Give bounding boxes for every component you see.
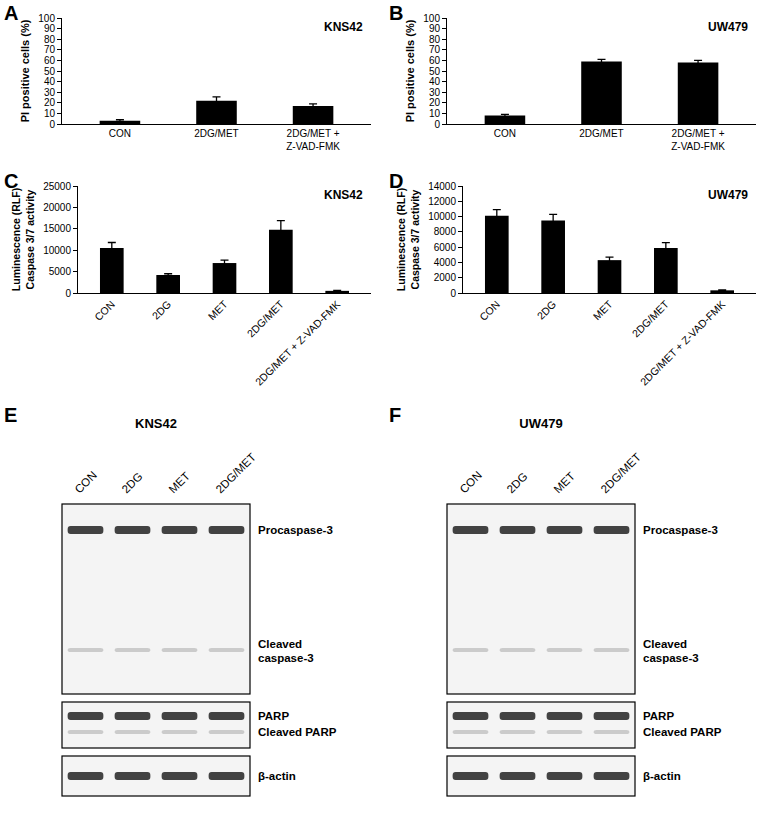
svg-text:100: 100 bbox=[38, 13, 55, 24]
svg-text:Procaspase-3: Procaspase-3 bbox=[643, 524, 718, 536]
svg-text:30: 30 bbox=[44, 87, 56, 98]
svg-text:Luminescence (RLF)Caspase 3/7: Luminescence (RLF)Caspase 3/7 activity bbox=[395, 188, 421, 291]
svg-text:0: 0 bbox=[434, 119, 440, 130]
html-text:A: A bbox=[4, 2, 19, 24]
svg-text:90: 90 bbox=[44, 23, 56, 34]
svg-text:β-actin: β-actin bbox=[643, 770, 681, 782]
svg-text:10000: 10000 bbox=[428, 211, 456, 222]
svg-text:4000: 4000 bbox=[434, 257, 457, 268]
svg-text:PARP: PARP bbox=[643, 710, 674, 722]
svg-text:KNS42: KNS42 bbox=[324, 188, 363, 202]
svg-text:CON: CON bbox=[109, 128, 131, 139]
svg-text:2DG: 2DG bbox=[504, 470, 529, 495]
svg-text:MET: MET bbox=[205, 298, 230, 323]
svg-text:0: 0 bbox=[49, 119, 55, 130]
svg-text:PARP: PARP bbox=[258, 710, 289, 722]
html-text:B: B bbox=[389, 2, 404, 24]
svg-text:CON: CON bbox=[457, 469, 484, 496]
svg-text:2DG/MET +Z-VAD-FMK: 2DG/MET +Z-VAD-FMK bbox=[286, 128, 340, 152]
svg-text:30: 30 bbox=[429, 87, 441, 98]
svg-text:CON: CON bbox=[494, 128, 516, 139]
svg-text:2DG/MET: 2DG/MET bbox=[598, 451, 643, 496]
svg-text:2DG: 2DG bbox=[119, 470, 144, 495]
svg-text:2DG/MET: 2DG/MET bbox=[579, 128, 623, 139]
svg-text:50: 50 bbox=[44, 66, 56, 77]
svg-text:2DG/MET +Z-VAD-FMK: 2DG/MET +Z-VAD-FMK bbox=[671, 128, 725, 152]
svg-text:14000: 14000 bbox=[428, 181, 456, 192]
svg-text:2DG/MET: 2DG/MET bbox=[244, 298, 286, 340]
svg-text:80: 80 bbox=[429, 34, 441, 45]
svg-text:10000: 10000 bbox=[43, 245, 71, 256]
svg-text:90: 90 bbox=[429, 23, 441, 34]
svg-text:50: 50 bbox=[429, 66, 441, 77]
svg-text:CON: CON bbox=[92, 298, 117, 323]
svg-text:MET: MET bbox=[166, 470, 192, 496]
svg-text:70: 70 bbox=[429, 44, 441, 55]
svg-text:10: 10 bbox=[44, 108, 56, 119]
svg-text:25000: 25000 bbox=[43, 181, 71, 192]
svg-text:60: 60 bbox=[429, 55, 441, 66]
svg-text:15000: 15000 bbox=[43, 223, 71, 234]
svg-text:40: 40 bbox=[429, 76, 441, 87]
svg-text:KNS42: KNS42 bbox=[324, 20, 363, 34]
svg-text:2DG: 2DG bbox=[535, 298, 559, 322]
svg-text:Procaspase-3: Procaspase-3 bbox=[258, 524, 333, 536]
svg-text:0: 0 bbox=[65, 288, 71, 299]
svg-text:2DG: 2DG bbox=[150, 298, 174, 322]
html-text:D: D bbox=[389, 170, 404, 192]
svg-text:CON: CON bbox=[477, 298, 502, 323]
html-text:E: E bbox=[4, 404, 18, 426]
svg-text:2DG/MET: 2DG/MET bbox=[213, 451, 258, 496]
svg-text:6000: 6000 bbox=[434, 242, 457, 253]
svg-text:40: 40 bbox=[44, 76, 56, 87]
svg-text:0: 0 bbox=[450, 288, 456, 299]
svg-text:60: 60 bbox=[44, 55, 56, 66]
svg-text:CON: CON bbox=[72, 469, 99, 496]
svg-text:UW479: UW479 bbox=[708, 20, 748, 34]
svg-text:PI positive cells (%): PI positive cells (%) bbox=[19, 19, 31, 122]
svg-text:12000: 12000 bbox=[428, 196, 456, 207]
svg-text:Cleaved PARP: Cleaved PARP bbox=[258, 726, 337, 738]
svg-text:20: 20 bbox=[44, 97, 56, 108]
svg-text:Luminescence (RLF)Caspase 3/7: Luminescence (RLF)Caspase 3/7 activity bbox=[10, 188, 36, 291]
svg-text:8000: 8000 bbox=[434, 226, 457, 237]
svg-text:80: 80 bbox=[44, 34, 56, 45]
svg-text:UW479: UW479 bbox=[519, 416, 562, 431]
svg-text:Cleavedcaspase-3: Cleavedcaspase-3 bbox=[258, 638, 314, 664]
svg-text:2DG/MET + Z-VAD-FMK: 2DG/MET + Z-VAD-FMK bbox=[638, 298, 728, 388]
svg-text:2DG/MET: 2DG/MET bbox=[194, 128, 238, 139]
svg-text:2DG/MET: 2DG/MET bbox=[629, 298, 671, 340]
svg-text:Cleaved PARP: Cleaved PARP bbox=[643, 726, 722, 738]
svg-text:20: 20 bbox=[429, 97, 441, 108]
svg-text:PI positive cells (%): PI positive cells (%) bbox=[404, 19, 416, 122]
svg-text:Cleavedcaspase-3: Cleavedcaspase-3 bbox=[643, 638, 699, 664]
svg-text:β-actin: β-actin bbox=[258, 770, 296, 782]
svg-text:10: 10 bbox=[429, 108, 441, 119]
html-text:C: C bbox=[4, 170, 19, 192]
html-text:F: F bbox=[389, 404, 402, 426]
svg-text:2DG/MET + Z-VAD-FMK: 2DG/MET + Z-VAD-FMK bbox=[253, 298, 343, 388]
svg-text:UW479: UW479 bbox=[708, 188, 748, 202]
svg-text:MET: MET bbox=[551, 470, 577, 496]
svg-text:2000: 2000 bbox=[434, 272, 457, 283]
svg-text:KNS42: KNS42 bbox=[135, 416, 177, 431]
svg-text:MET: MET bbox=[590, 298, 615, 323]
svg-text:100: 100 bbox=[423, 13, 440, 24]
svg-text:20000: 20000 bbox=[43, 202, 71, 213]
svg-text:5000: 5000 bbox=[49, 266, 72, 277]
svg-text:70: 70 bbox=[44, 44, 56, 55]
